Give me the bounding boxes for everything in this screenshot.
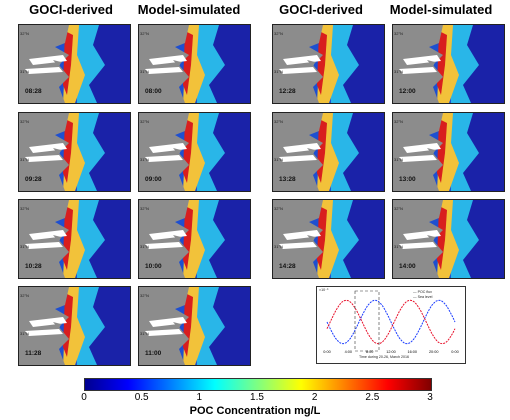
poc-map-panel: 32°N 31°N 14:28 xyxy=(272,199,385,279)
poc-map-panel: 32°N 31°N 08:00 xyxy=(138,24,251,104)
lat-label: 31°N xyxy=(20,157,29,162)
x-tick-label: 8:00 xyxy=(366,350,373,354)
panel-time-label: 14:00 xyxy=(399,263,416,270)
timeseries-plot: 0:00 4:00 8:00 12:00 16:00 20:00 0:00 xyxy=(323,290,459,354)
panel-time-label: 09:28 xyxy=(25,176,42,183)
lat-label: 32°N xyxy=(20,119,29,124)
highlight-window xyxy=(354,290,380,352)
colorbar xyxy=(84,378,432,391)
lat-label: 32°N xyxy=(394,119,403,124)
legend-entry-poc: — POC flux xyxy=(413,290,432,294)
poc-flux-line xyxy=(326,299,456,345)
poc-map xyxy=(139,25,250,103)
poc-map-panel: 32°N 31°N 10:28 xyxy=(18,199,131,279)
sea-level-line xyxy=(326,299,456,345)
lat-label: 32°N xyxy=(274,119,283,124)
panel-time-label: 12:28 xyxy=(279,88,296,95)
poc-map xyxy=(19,200,130,278)
lat-label: 32°N xyxy=(394,206,403,211)
colorbar-tick: 1.5 xyxy=(250,392,264,403)
colorbar-tick: 2 xyxy=(311,392,318,403)
panel-time-label: 11:00 xyxy=(145,350,162,357)
lat-label: 32°N xyxy=(274,31,283,36)
poc-map-panel: 32°N 31°N 12:28 xyxy=(272,24,385,104)
x-tick-label: 20:00 xyxy=(429,350,439,354)
lat-label: 32°N xyxy=(20,206,29,211)
poc-map xyxy=(19,287,130,365)
colorbar-tick: 1 xyxy=(196,392,203,403)
poc-map xyxy=(273,200,384,278)
poc-map-panel: 32°N 31°N 12:00 xyxy=(392,24,505,104)
colorbar-tick: 0.5 xyxy=(134,392,149,403)
column-header: GOCI-derived xyxy=(279,2,363,17)
poc-map-panel: 32°N 31°N 11:00 xyxy=(138,286,251,366)
lat-label: 32°N xyxy=(140,206,149,211)
poc-map xyxy=(139,287,250,365)
x-tick-label: 0:00 xyxy=(451,350,458,354)
panel-time-label: 08:28 xyxy=(25,88,42,95)
lat-label: 31°N xyxy=(394,157,403,162)
panel-time-label: 09:00 xyxy=(145,176,162,183)
poc-map xyxy=(273,113,384,191)
x-tick-label: 4:00 xyxy=(345,350,352,354)
poc-map-panel: 32°N 31°N 14:00 xyxy=(392,199,505,279)
panel-time-label: 13:00 xyxy=(399,176,416,183)
lat-label: 31°N xyxy=(20,244,29,249)
x-axis-label: Time during 20-26, March 2016 xyxy=(359,355,410,359)
poc-map-panel: 32°N 31°N 13:00 xyxy=(392,112,505,192)
poc-map-panel: 32°N 31°N 11:28 xyxy=(18,286,131,366)
legend-entry-sea-level: — Sea level xyxy=(413,295,433,299)
x-tick-label: 0:00 xyxy=(323,350,330,354)
lat-label: 31°N xyxy=(140,69,149,74)
panel-time-label: 08:00 xyxy=(145,88,162,95)
poc-map-panel: 32°N 31°N 08:28 xyxy=(18,24,131,104)
lat-label: 32°N xyxy=(20,293,29,298)
poc-map-panel: 32°N 31°N 13:28 xyxy=(272,112,385,192)
poc-map xyxy=(393,113,504,191)
lat-label: 31°N xyxy=(20,69,29,74)
column-header: Model-simulated xyxy=(137,2,241,17)
panel-time-label: 11:28 xyxy=(25,350,42,357)
colorbar-tick: 3 xyxy=(427,392,433,403)
x-tick-label: 12:00 xyxy=(386,350,396,354)
poc-map-panel: 32°N 31°N 09:00 xyxy=(138,112,251,192)
panel-time-label: 10:28 xyxy=(25,263,42,270)
poc-map xyxy=(273,25,384,103)
lat-label: 32°N xyxy=(140,31,149,36)
colorbar-label: POC Concentration mg/L xyxy=(189,405,321,417)
panel-time-label: 12:00 xyxy=(399,88,416,95)
poc-map xyxy=(393,200,504,278)
panel-time-label: 13:28 xyxy=(279,176,296,183)
poc-map xyxy=(139,200,250,278)
lat-label: 31°N xyxy=(274,244,283,249)
exponent-label: ×10⁻⁶ xyxy=(319,288,329,292)
lat-label: 31°N xyxy=(274,69,283,74)
column-header: GOCI-derived xyxy=(29,2,113,17)
lat-label: 31°N xyxy=(394,69,403,74)
lat-label: 32°N xyxy=(140,293,149,298)
lat-label: 31°N xyxy=(140,244,149,249)
panel-time-label: 10:00 xyxy=(145,263,162,270)
timeseries-chart: 0:00 4:00 8:00 12:00 16:00 20:00 0:00 — POC fl… xyxy=(316,286,466,364)
x-tick-label: 16:00 xyxy=(408,350,418,354)
lat-label: 31°N xyxy=(394,244,403,249)
poc-map xyxy=(393,25,504,103)
column-header: Model-simulated xyxy=(389,2,493,17)
lat-label: 31°N xyxy=(140,157,149,162)
lat-label: 31°N xyxy=(140,331,149,336)
colorbar-tick: 0 xyxy=(81,392,87,403)
poc-map-panel: 32°N 31°N 09:28 xyxy=(18,112,131,192)
poc-map xyxy=(19,25,130,103)
lat-label: 32°N xyxy=(274,206,283,211)
panel-time-label: 14:28 xyxy=(279,263,296,270)
poc-map xyxy=(139,113,250,191)
lat-label: 31°N xyxy=(274,157,283,162)
lat-label: 32°N xyxy=(394,31,403,36)
poc-map xyxy=(19,113,130,191)
colorbar-tick: 2.5 xyxy=(365,392,380,403)
lat-label: 32°N xyxy=(20,31,29,36)
lat-label: 32°N xyxy=(140,119,149,124)
lat-label: 31°N xyxy=(20,331,29,336)
poc-map-panel: 32°N 31°N 10:00 xyxy=(138,199,251,279)
